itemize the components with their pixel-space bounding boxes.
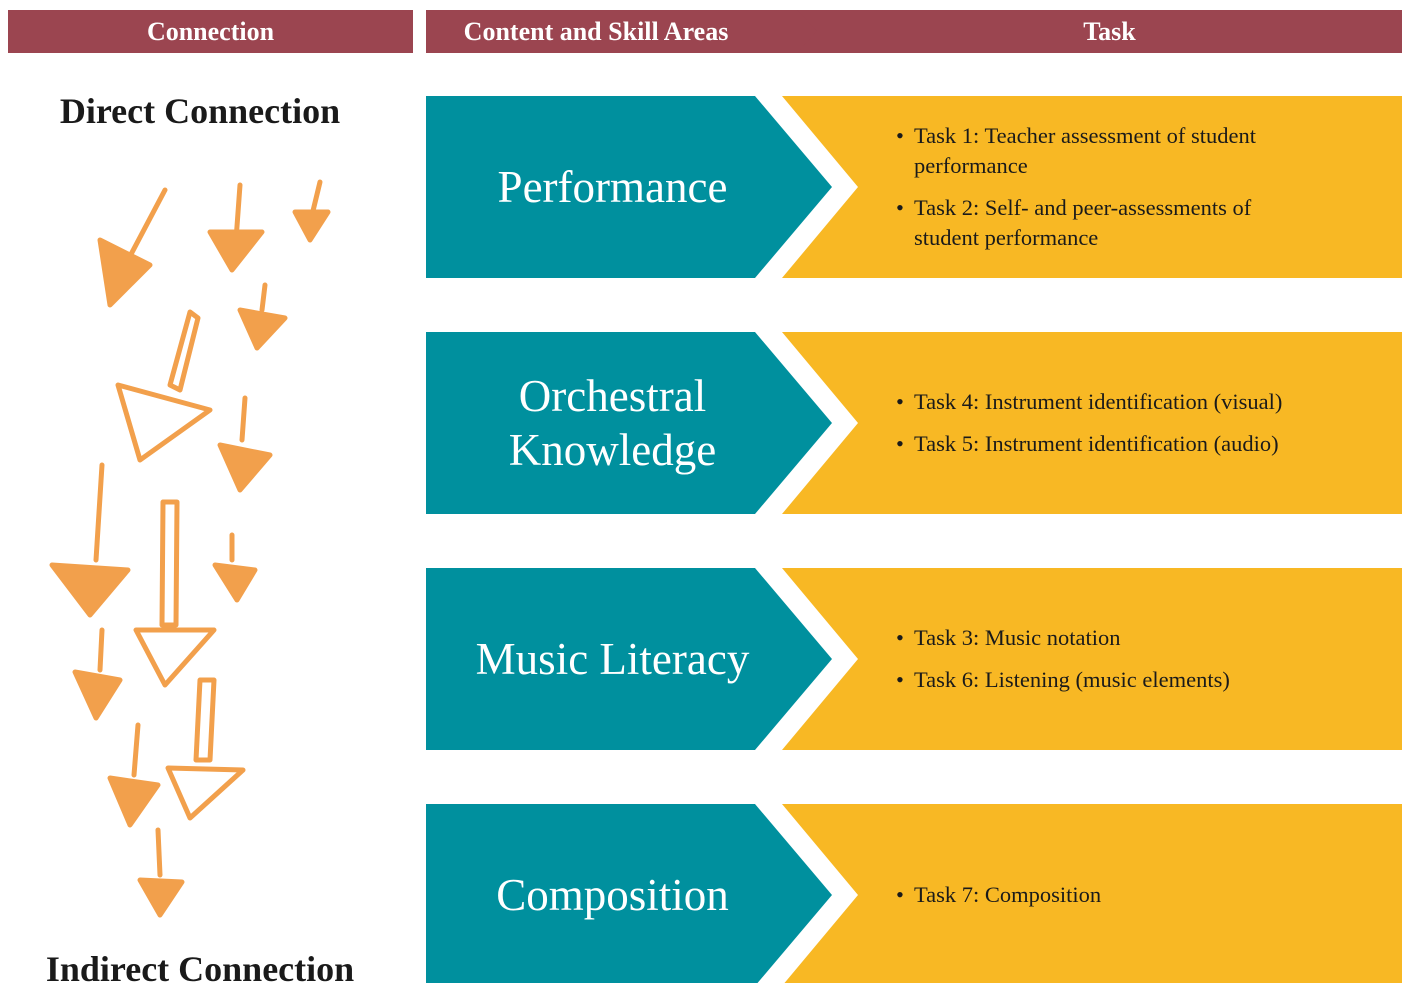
header-bar <box>8 10 413 53</box>
task-item: Task 7: Composition <box>896 880 1376 910</box>
task-item: Task 2: Self- and peer-assessments of st… <box>896 193 1296 253</box>
task-shape <box>782 568 1402 750</box>
task-item: Task 5: Instrument identification (audio… <box>896 429 1376 459</box>
decorative-arrows <box>49 179 331 918</box>
area-label: Composition <box>496 870 729 920</box>
area-shape <box>426 332 832 514</box>
header-bar <box>426 10 820 53</box>
area-shape <box>426 804 832 983</box>
task-list: Task 4: Instrument identification (visua… <box>896 332 1376 514</box>
task-item: Task 1: Teacher assessment of student pe… <box>896 121 1296 181</box>
indirect-connection: Indirect Connection <box>45 949 355 989</box>
header-areas: Content and Skill Areas <box>463 17 729 46</box>
area-label: Orchestral Knowledge <box>508 371 717 475</box>
area-shape <box>426 568 832 750</box>
header-task: Task <box>1083 17 1136 46</box>
task-list: Task 3: Music notation Task 6: Listening … <box>896 568 1376 750</box>
header-connection: Connection <box>146 17 275 46</box>
header-bar <box>797 10 1402 53</box>
direct-connection: Direct Connection <box>59 91 341 131</box>
task-item: Task 6: Listening (music elements) <box>896 665 1376 695</box>
task-shape <box>782 332 1402 514</box>
area-shape <box>426 96 832 278</box>
task-list: Task 1: Teacher assessment of student pe… <box>896 96 1296 278</box>
task-item: Task 3: Music notation <box>896 623 1376 653</box>
task-list: Task 7: Composition <box>896 804 1376 986</box>
area-label: Performance <box>497 162 728 212</box>
area-label: Music Literacy <box>475 634 750 684</box>
task-item: Task 4: Instrument identification (visua… <box>896 387 1376 417</box>
